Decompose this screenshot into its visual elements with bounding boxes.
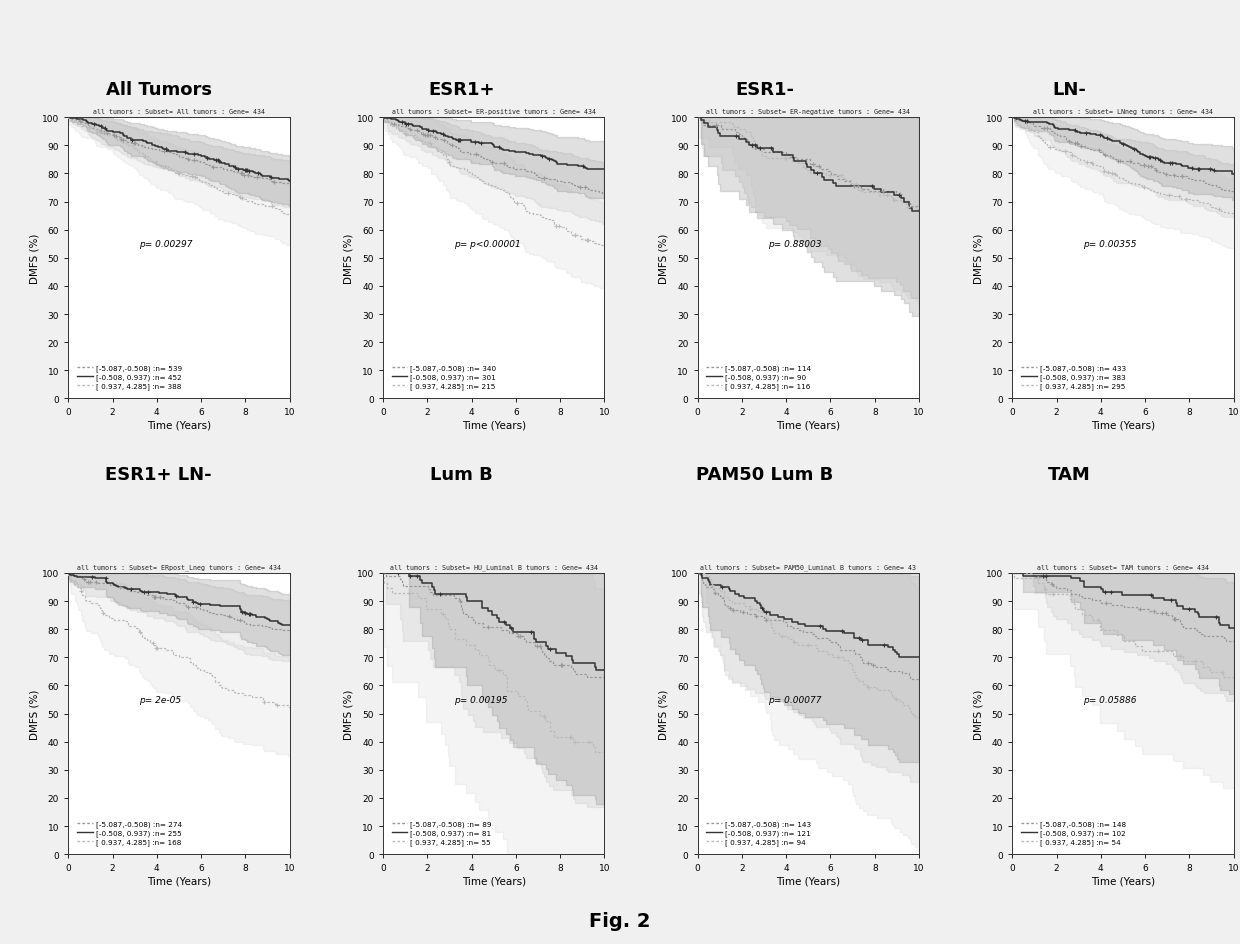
Text: All Tumors: All Tumors [105, 81, 212, 99]
Title: all tumors : Subset= ER-negative tumors : Gene= 434: all tumors : Subset= ER-negative tumors … [707, 109, 910, 115]
Legend: [-5.087,-0.508) :n= 114, [-0.508, 0.937) :n= 90, [ 0.937, 4.285] :n= 116: [-5.087,-0.508) :n= 114, [-0.508, 0.937)… [703, 362, 813, 393]
Y-axis label: DMFS (%): DMFS (%) [973, 233, 983, 284]
Y-axis label: DMFS (%): DMFS (%) [30, 688, 40, 739]
Text: LN-: LN- [1052, 81, 1086, 99]
X-axis label: Time (Years): Time (Years) [776, 875, 841, 885]
Text: p= p<0.00001: p= p<0.00001 [454, 240, 521, 249]
Title: all tumors : Subset= All tumors : Gene= 434: all tumors : Subset= All tumors : Gene= … [93, 109, 265, 115]
Legend: [-5.087,-0.508) :n= 89, [-0.508, 0.937) :n= 81, [ 0.937, 4.285] :n= 55: [-5.087,-0.508) :n= 89, [-0.508, 0.937) … [388, 818, 495, 848]
Text: Fig. 2: Fig. 2 [589, 911, 651, 930]
Title: all tumors : Subset= HU_Luminal B tumors : Gene= 434: all tumors : Subset= HU_Luminal B tumors… [389, 565, 598, 571]
Text: PAM50 Lum B: PAM50 Lum B [697, 465, 833, 483]
Title: all tumors : Subset= ER-positive tumors : Gene= 434: all tumors : Subset= ER-positive tumors … [392, 109, 595, 115]
Y-axis label: DMFS (%): DMFS (%) [658, 233, 668, 284]
Title: all tumors : Subset= TAM tumors : Gene= 434: all tumors : Subset= TAM tumors : Gene= … [1037, 565, 1209, 570]
X-axis label: Time (Years): Time (Years) [1091, 420, 1156, 430]
Text: p= 0.00297: p= 0.00297 [139, 240, 192, 249]
Text: p= 0.88003: p= 0.88003 [769, 240, 822, 249]
Text: ESR1+ LN-: ESR1+ LN- [105, 465, 212, 483]
Text: Lum B: Lum B [430, 465, 492, 483]
Y-axis label: DMFS (%): DMFS (%) [30, 233, 40, 284]
Y-axis label: DMFS (%): DMFS (%) [658, 688, 668, 739]
Legend: [-5.087,-0.508) :n= 274, [-0.508, 0.937) :n= 255, [ 0.937, 4.285] :n= 168: [-5.087,-0.508) :n= 274, [-0.508, 0.937)… [74, 818, 185, 848]
Text: ESR1-: ESR1- [735, 81, 795, 99]
Legend: [-5.087,-0.508) :n= 148, [-0.508, 0.937) :n= 102, [ 0.937, 4.285] :n= 54: [-5.087,-0.508) :n= 148, [-0.508, 0.937)… [1018, 818, 1128, 848]
Text: p= 2e-05: p= 2e-05 [139, 695, 181, 704]
X-axis label: Time (Years): Time (Years) [146, 420, 211, 430]
Text: p= 0.00195: p= 0.00195 [454, 695, 507, 704]
Text: p= 0.00077: p= 0.00077 [769, 695, 822, 704]
Legend: [-5.087,-0.508) :n= 143, [-0.508, 0.937) :n= 121, [ 0.937, 4.285] :n= 94: [-5.087,-0.508) :n= 143, [-0.508, 0.937)… [703, 818, 813, 848]
Title: all tumors : Subset= LNneg tumors : Gene= 434: all tumors : Subset= LNneg tumors : Gene… [1033, 109, 1213, 115]
Y-axis label: DMFS (%): DMFS (%) [343, 233, 353, 284]
X-axis label: Time (Years): Time (Years) [461, 875, 526, 885]
X-axis label: Time (Years): Time (Years) [461, 420, 526, 430]
X-axis label: Time (Years): Time (Years) [1091, 875, 1156, 885]
Title: all tumors : Subset= PAM50_Luminal B tumors : Gene= 43: all tumors : Subset= PAM50_Luminal B tum… [701, 565, 916, 571]
Text: p= 0.00355: p= 0.00355 [1083, 240, 1137, 249]
Legend: [-5.087,-0.508) :n= 433, [-0.508, 0.937) :n= 383, [ 0.937, 4.285] :n= 295: [-5.087,-0.508) :n= 433, [-0.508, 0.937)… [1018, 362, 1128, 393]
Text: p= 0.05886: p= 0.05886 [1083, 695, 1137, 704]
X-axis label: Time (Years): Time (Years) [146, 875, 211, 885]
Text: ESR1+: ESR1+ [428, 81, 495, 99]
Legend: [-5.087,-0.508) :n= 340, [-0.508, 0.937) :n= 301, [ 0.937, 4.285] :n= 215: [-5.087,-0.508) :n= 340, [-0.508, 0.937)… [388, 362, 500, 393]
Y-axis label: DMFS (%): DMFS (%) [973, 688, 983, 739]
X-axis label: Time (Years): Time (Years) [776, 420, 841, 430]
Y-axis label: DMFS (%): DMFS (%) [343, 688, 353, 739]
Text: TAM: TAM [1048, 465, 1090, 483]
Legend: [-5.087,-0.508) :n= 539, [-0.508, 0.937) :n= 452, [ 0.937, 4.285] :n= 388: [-5.087,-0.508) :n= 539, [-0.508, 0.937)… [74, 362, 185, 393]
Title: all tumors : Subset= ERpost_Lneg tumors : Gene= 434: all tumors : Subset= ERpost_Lneg tumors … [77, 565, 281, 571]
